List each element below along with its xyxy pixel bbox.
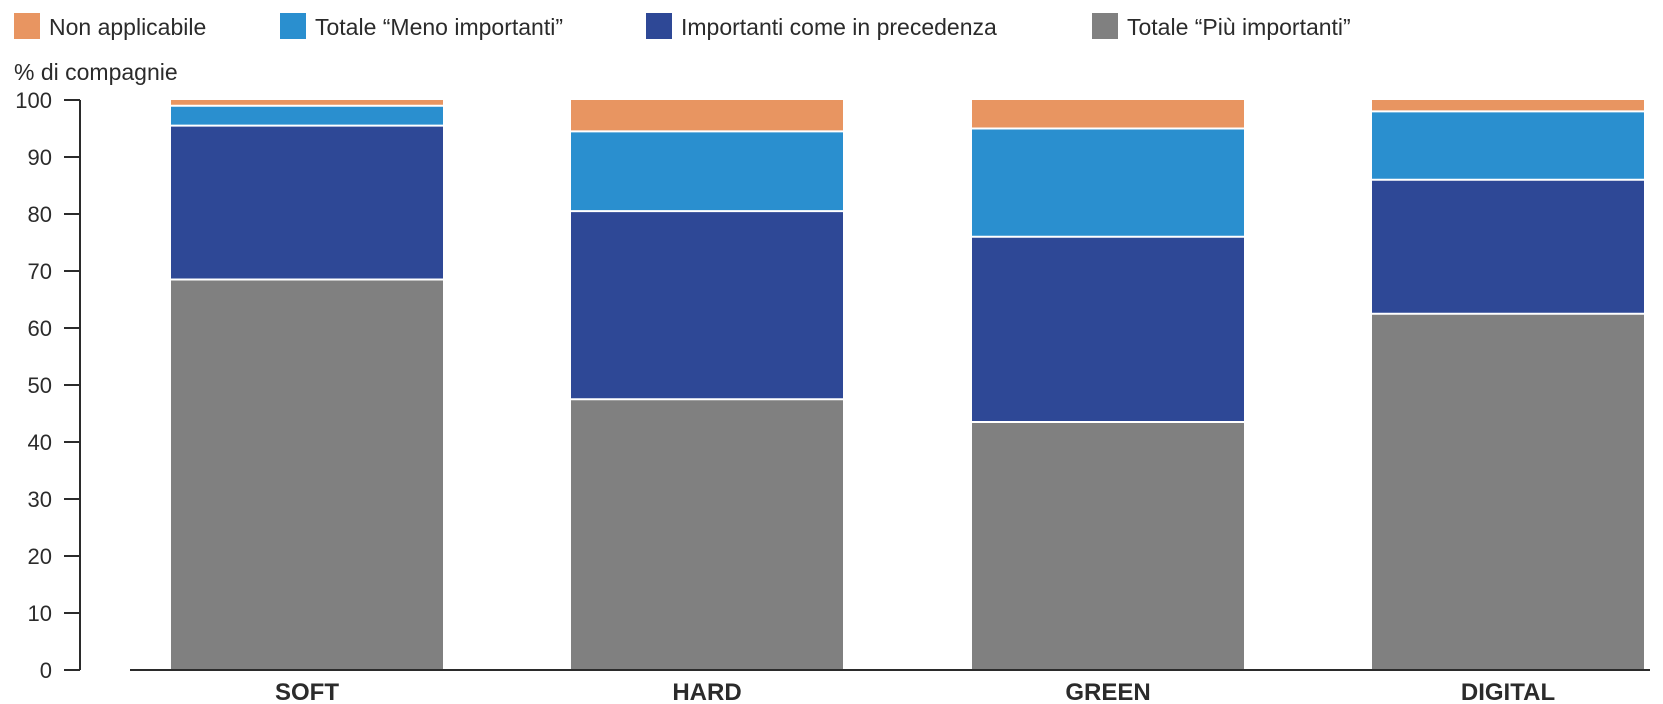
y-tick-label-30: 30 bbox=[28, 487, 52, 512]
x-axis: SOFT HARD GREEN DIGITAL bbox=[130, 669, 1650, 704]
bar-segment-digital-importanti-come-in-precedenza bbox=[1372, 179, 1644, 314]
bar-segment-green-importanti-come-in-precedenza bbox=[972, 236, 1244, 423]
bar-segment-hard-totale-piu-importanti bbox=[571, 399, 843, 670]
y-tick-label-70: 70 bbox=[28, 259, 52, 284]
bar-segment-digital-totale-piu-importanti bbox=[1372, 313, 1644, 670]
bar-group-digital bbox=[1372, 100, 1644, 670]
legend-item-importanti-come-in-precedenza: Importanti come in precedenza bbox=[646, 13, 997, 40]
bar-segment-digital-non-applicabile bbox=[1372, 100, 1644, 112]
legend-swatch bbox=[14, 13, 40, 39]
x-tick-label-green: GREEN bbox=[1065, 679, 1150, 704]
y-tick-label-10: 10 bbox=[28, 601, 52, 626]
legend-label: Non applicabile bbox=[49, 14, 206, 40]
y-axis: 0 10 20 30 40 50 60 70 80 90 100 bbox=[15, 88, 81, 683]
bar-segment-soft-importanti-come-in-precedenza bbox=[171, 125, 443, 280]
legend-swatch bbox=[280, 13, 306, 39]
bar-segment-soft-totale-meno-importanti bbox=[171, 105, 443, 126]
y-tick-label-50: 50 bbox=[28, 373, 52, 398]
legend-swatch bbox=[646, 13, 672, 39]
legend-label: Importanti come in precedenza bbox=[681, 14, 997, 40]
y-tick-label-40: 40 bbox=[28, 430, 52, 455]
bar-segment-digital-totale-meno-importanti bbox=[1372, 111, 1644, 180]
bar-group-soft bbox=[171, 100, 443, 670]
bars bbox=[171, 100, 1644, 670]
y-tick-label-20: 20 bbox=[28, 544, 52, 569]
legend-item-non-applicabile: Non applicabile bbox=[14, 13, 206, 40]
y-tick-label-90: 90 bbox=[28, 145, 52, 170]
bar-segment-green-non-applicabile bbox=[972, 100, 1244, 129]
bar-segment-hard-totale-meno-importanti bbox=[571, 131, 843, 212]
legend-swatch bbox=[1092, 13, 1118, 39]
x-tick-label-soft: SOFT bbox=[275, 679, 339, 704]
y-tick-label-100: 100 bbox=[15, 88, 52, 113]
bar-group-hard bbox=[571, 100, 843, 670]
bar-segment-soft-totale-piu-importanti bbox=[171, 279, 443, 670]
bar-segment-hard-non-applicabile bbox=[571, 100, 843, 132]
legend-label: Totale “Meno importanti” bbox=[315, 14, 563, 40]
y-tick-label-0: 0 bbox=[40, 658, 52, 683]
x-tick-label-digital: DIGITAL bbox=[1461, 679, 1555, 704]
bar-segment-soft-non-applicabile bbox=[171, 100, 443, 106]
x-tick-label-hard: HARD bbox=[672, 679, 741, 704]
legend-label: Totale “Più importanti” bbox=[1127, 14, 1351, 40]
legend-item-totale-meno-importanti: Totale “Meno importanti” bbox=[280, 13, 563, 40]
legend-item-totale-piu-importanti: Totale “Più importanti” bbox=[1092, 13, 1351, 40]
y-tick-label-80: 80 bbox=[28, 202, 52, 227]
y-axis-label: % di compagnie bbox=[14, 59, 178, 85]
chart-legend: Non applicabile Totale “Meno importanti” I… bbox=[14, 13, 1351, 40]
bar-segment-green-totale-piu-importanti bbox=[972, 422, 1244, 670]
bar-segment-hard-importanti-come-in-precedenza bbox=[571, 211, 843, 400]
y-tick-label-60: 60 bbox=[28, 316, 52, 341]
bar-segment-green-totale-meno-importanti bbox=[972, 128, 1244, 237]
bar-group-green bbox=[972, 100, 1244, 670]
